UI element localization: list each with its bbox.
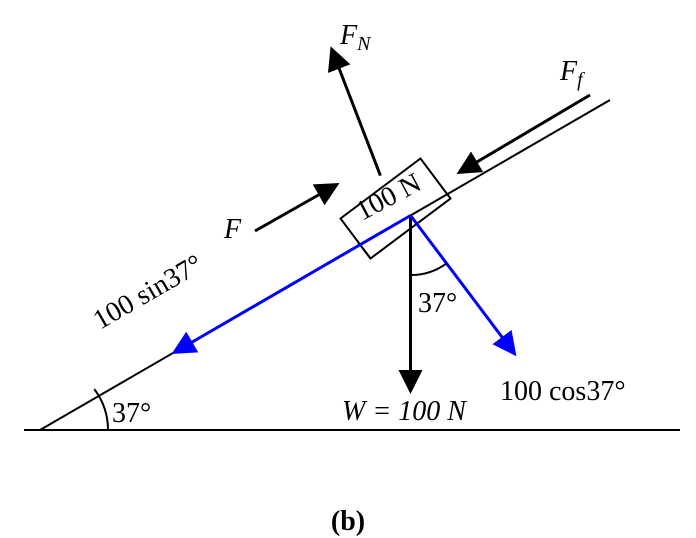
label-comp-parallel: 100 sin37° (88, 249, 208, 336)
label-comp-perp: 100 cos37° (500, 376, 626, 407)
angle-label-inside: 37° (418, 288, 457, 319)
vector-normal (332, 50, 380, 176)
vector-comp-parallel (175, 216, 411, 353)
vector-friction (460, 95, 590, 172)
label-applied: F (223, 214, 242, 245)
figure-caption: (b) (0, 506, 696, 538)
vector-applied (255, 185, 336, 231)
angle-arc-inside (411, 263, 447, 275)
label-weight: W = 100 N (342, 396, 467, 427)
vector-comp-perp (411, 216, 515, 354)
label-friction: Ff (559, 56, 585, 91)
label-normal: FN (339, 20, 372, 55)
angle-label-base: 37° (112, 398, 151, 429)
box-value: 100 N (351, 167, 427, 227)
